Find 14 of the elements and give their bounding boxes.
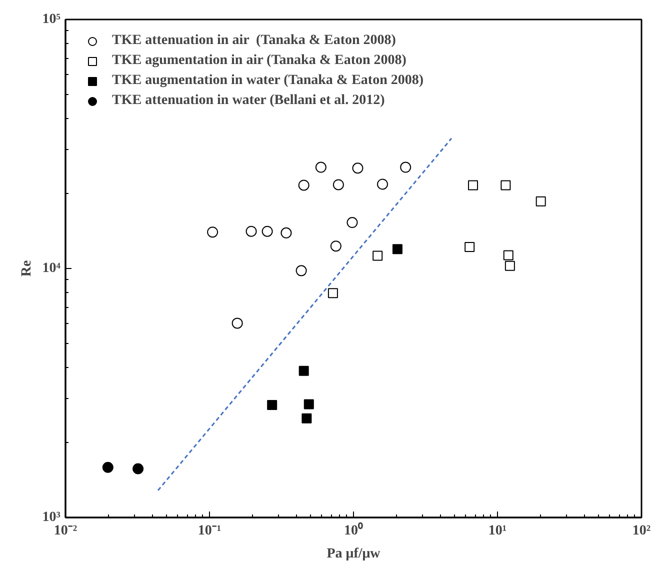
y-tick-label: 10⁵ bbox=[42, 12, 61, 27]
legend-label: TKE agumentation in air (Tanaka & Eaton 2008) bbox=[112, 53, 406, 69]
y-axis-title: Re bbox=[19, 260, 34, 277]
x-tick-label: 10⁻¹ bbox=[198, 524, 222, 538]
x-axis-title: Pa μf/μw bbox=[326, 546, 382, 562]
y-tick-label: 10³ bbox=[42, 510, 61, 525]
x-tick-label: 10² bbox=[632, 524, 651, 538]
legend-label: TKE attenuation in water (Bellani et al. 2012) bbox=[112, 93, 385, 109]
x-tick-label: 10⁰ bbox=[344, 522, 363, 538]
legend-label: TKE augmentation in water (Tanaka & Eaton 2008) bbox=[112, 73, 424, 89]
x-tick-label: 10¹ bbox=[488, 524, 507, 538]
legend-label: TKE attenuation in air (Tanaka & Eaton 2008) bbox=[112, 33, 396, 49]
y-tick-label: 10⁴ bbox=[42, 261, 62, 276]
x-tick-label: 10⁻² bbox=[54, 524, 78, 538]
